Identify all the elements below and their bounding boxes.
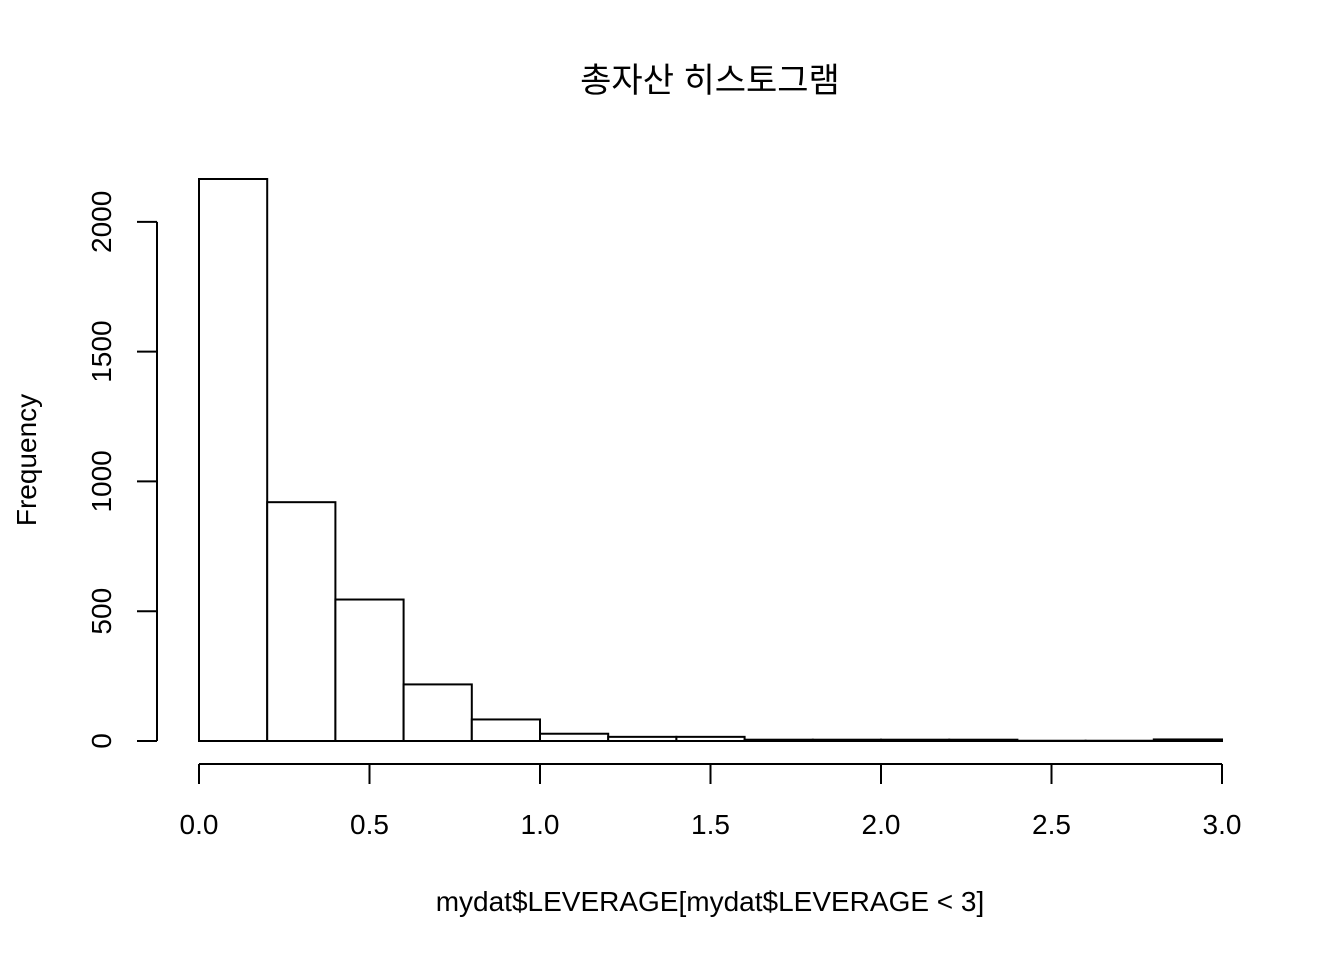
histogram-bar xyxy=(198,178,269,742)
x-tick-label: 0.0 xyxy=(180,809,219,840)
x-tick-label: 0.5 xyxy=(350,809,389,840)
y-tick-label: 0 xyxy=(86,733,117,749)
y-axis-label: Frequency xyxy=(11,394,42,526)
histogram-bar xyxy=(1152,738,1224,743)
y-tick-label: 1000 xyxy=(86,450,117,512)
y-tick-label: 1500 xyxy=(86,320,117,382)
histogram-bar xyxy=(266,501,337,742)
x-axis: 0.0 0.5 1.0 1.5 2.0 2.5 3.0 xyxy=(180,763,1242,840)
x-tick-label: 2.0 xyxy=(862,809,901,840)
histogram-bar xyxy=(743,738,814,743)
histogram-bar xyxy=(334,598,405,742)
chart-title: 총자산 히스토그램 xyxy=(580,62,840,100)
x-tick-label: 2.5 xyxy=(1032,809,1071,840)
histogram-bar xyxy=(607,735,678,743)
x-tick-label: 1.5 xyxy=(691,809,730,840)
histogram-bar xyxy=(470,718,541,743)
histogram-bar xyxy=(880,738,951,743)
x-tick-label: 1.0 xyxy=(521,809,560,840)
x-axis-label: mydat$LEVERAGE[mydat$LEVERAGE < 3] xyxy=(436,886,985,917)
histogram-bar xyxy=(675,735,746,743)
y-tick-label: 2000 xyxy=(86,191,117,253)
histogram-bar xyxy=(402,683,473,743)
y-axis: 0 500 1000 1500 2000 xyxy=(86,191,158,749)
histogram-bar xyxy=(539,732,610,742)
x-tick-label: 3.0 xyxy=(1203,809,1242,840)
histogram-bar xyxy=(948,738,1019,743)
histogram-bar xyxy=(811,738,882,743)
bars-group xyxy=(198,178,1224,743)
y-tick-label: 500 xyxy=(86,588,117,635)
